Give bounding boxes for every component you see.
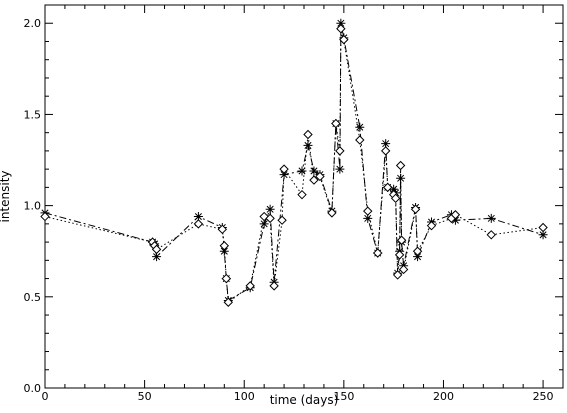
asterisk-marker: [259, 219, 269, 229]
diamond-marker: [339, 34, 349, 45]
diamond-marker: [412, 246, 423, 256]
diamond-marker: [363, 206, 373, 216]
asterisk-marker: [538, 230, 548, 240]
asterisk-marker: [297, 166, 307, 176]
asterisk-marker: [219, 246, 229, 256]
diamond-marker: [315, 171, 325, 182]
diamond-marker: [450, 210, 461, 220]
diamond-marker: [327, 208, 337, 218]
asterisk-marker: [335, 164, 345, 174]
diamond-marker: [193, 219, 204, 229]
diamond-marker: [392, 270, 403, 280]
diamond-marker: [486, 230, 496, 240]
diamond-marker: [309, 175, 319, 185]
x-tick-label: 50: [138, 390, 152, 403]
diamond-marker: [279, 164, 289, 174]
x-tick-label: 100: [234, 390, 255, 403]
diamond-marker: [297, 189, 307, 200]
asterisk-marker: [336, 18, 346, 28]
y-tick-label: 1.0: [24, 200, 42, 213]
diamond-marker: [380, 146, 391, 156]
diamond-marker: [40, 211, 50, 222]
asterisk-marker: [309, 166, 319, 176]
diamond-marker: [303, 129, 313, 140]
y-tick-label: 2.0: [24, 17, 42, 30]
diamond-marker: [221, 273, 232, 284]
diamond-marker: [394, 250, 405, 260]
asterisk-marker: [265, 204, 275, 214]
y-axis-label: intensity: [0, 170, 12, 222]
diamond-marker: [335, 146, 345, 156]
asterisk-marker: [193, 212, 203, 222]
asterisk-marker: [450, 215, 460, 225]
diamond-marker: [265, 213, 275, 224]
asterisk-marker: [486, 213, 496, 223]
y-tick-label: 1.5: [24, 108, 42, 121]
diamond-marker: [217, 224, 228, 235]
diamond-marker: [390, 193, 401, 204]
asterisk-marker: [363, 213, 373, 223]
diamond-marker: [382, 182, 393, 193]
diamond-marker: [398, 264, 409, 275]
diamond-marker: [219, 241, 230, 251]
diamond-marker: [426, 220, 437, 231]
diamond-marker: [336, 24, 346, 34]
asterisk-marker: [413, 252, 423, 262]
series-2-line: [44, 28, 544, 304]
diamond-marker: [269, 281, 279, 291]
asterisk-marker: [152, 252, 162, 262]
asterisk-marker: [303, 140, 313, 150]
diamond-marker: [396, 235, 407, 245]
diamond-marker: [373, 248, 383, 258]
x-tick-label: 250: [533, 390, 554, 403]
x-tick-label: 150: [333, 390, 354, 403]
diamond-marker: [331, 118, 341, 129]
asterisk-marker: [389, 184, 399, 194]
y-tick-label: 0.5: [24, 291, 42, 304]
diamond-marker: [259, 211, 269, 222]
series-1-line: [44, 23, 544, 302]
y-tick-label: 0.0: [24, 382, 42, 395]
diamond-marker: [410, 204, 421, 214]
x-axis-label: time (days): [270, 393, 339, 407]
diamond-marker: [277, 215, 287, 225]
diamond-marker: [245, 281, 255, 291]
x-tick-label: 200: [433, 390, 454, 403]
asterisk-marker: [381, 139, 391, 149]
diamond-marker: [151, 244, 162, 255]
diamond-marker: [395, 160, 406, 171]
diamond-marker: [355, 135, 365, 145]
asterisk-marker: [355, 122, 365, 132]
diamond-marker: [538, 222, 548, 233]
diamond-marker: [223, 297, 233, 307]
x-tick-label: 0: [42, 390, 49, 403]
